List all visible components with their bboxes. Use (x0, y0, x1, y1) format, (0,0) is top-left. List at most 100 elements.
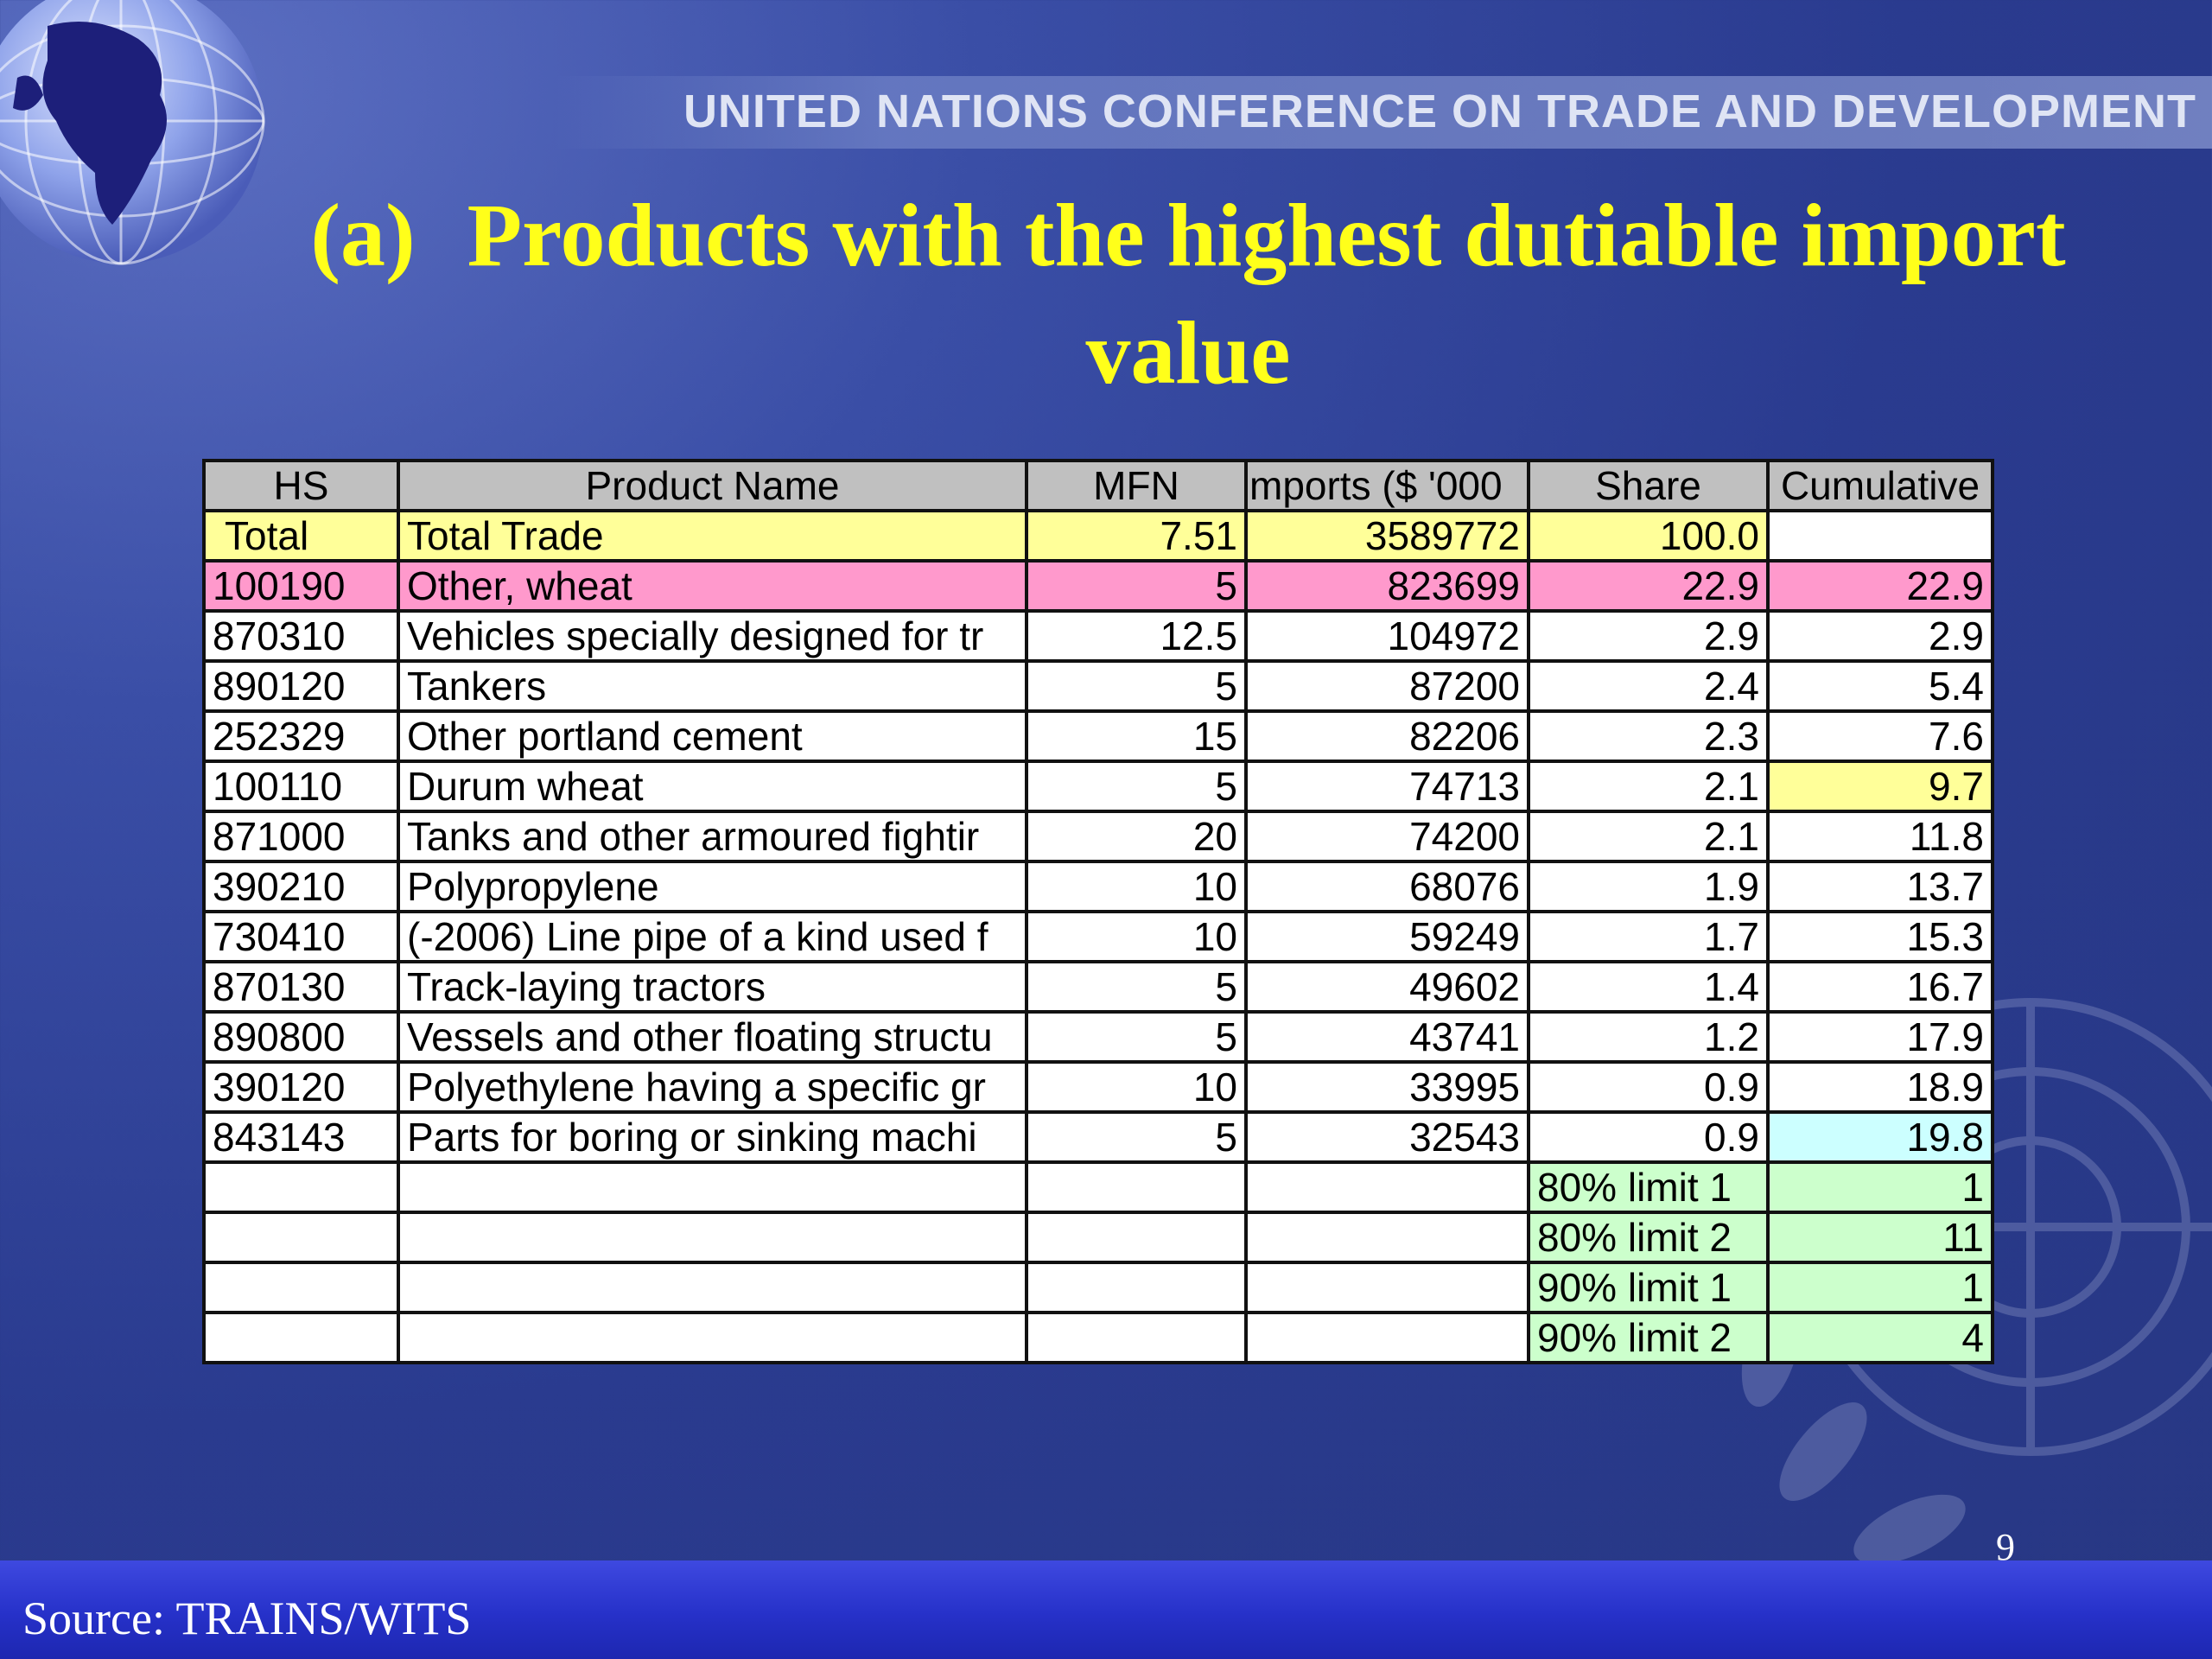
column-header-imports: mports ($ '000 (1244, 459, 1530, 512)
import-value: 59249 (1244, 910, 1530, 963)
hs-code: 100110 (202, 760, 400, 813)
share-value: 2.3 (1527, 709, 1770, 763)
total-hs: Total (202, 509, 400, 563)
footer-bar: Source: TRAINS/WITS (0, 1560, 2212, 1659)
import-value: 74713 (1244, 760, 1530, 813)
mfn-rate: 10 (1025, 910, 1248, 963)
column-header-cumulative: Cumulative (1766, 459, 1994, 512)
product-name: Parts for boring or sinking machi (397, 1110, 1028, 1164)
product-name: Durum wheat (397, 760, 1028, 813)
cumulative-value-highlight: 19.8 (1766, 1110, 1994, 1164)
hs-code: 890800 (202, 1010, 400, 1064)
cumulative-value: 5.4 (1766, 659, 1994, 713)
table-row: 871000 Tanks and other armoured fightir … (202, 810, 1994, 863)
mfn-rate: 20 (1025, 810, 1248, 863)
import-value-table: HS Product Name MFN mports ($ '000 Share… (202, 459, 1994, 1364)
mfn-rate: 5 (1025, 559, 1248, 613)
empty-cell (397, 1160, 1028, 1214)
limit-value: 1 (1766, 1160, 1994, 1214)
import-value: 74200 (1244, 810, 1530, 863)
mfn-rate: 5 (1025, 760, 1248, 813)
share-value: 2.4 (1527, 659, 1770, 713)
import-value: 82206 (1244, 709, 1530, 763)
cumulative-value: 18.9 (1766, 1060, 1994, 1114)
empty-cell (202, 1311, 400, 1364)
table-row: 100190 Other, wheat 5 823699 22.9 22.9 (202, 559, 1994, 613)
import-value: 823699 (1244, 559, 1530, 613)
column-header-hs: HS (202, 459, 400, 512)
empty-cell (1025, 1211, 1248, 1264)
share-value: 1.7 (1527, 910, 1770, 963)
title-line-2: value (1085, 303, 1291, 403)
hs-code: 870310 (202, 609, 400, 663)
product-name: Vehicles specially designed for tr (397, 609, 1028, 663)
table-row: 890800 Vessels and other floating struct… (202, 1010, 1994, 1064)
total-name: Total Trade (397, 509, 1028, 563)
share-value: 2.9 (1527, 609, 1770, 663)
column-header-share: Share (1527, 459, 1770, 512)
empty-cell (1244, 1211, 1530, 1264)
import-value: 104972 (1244, 609, 1530, 663)
hs-code: 870130 (202, 960, 400, 1014)
empty-cell (1244, 1311, 1530, 1364)
empty-cell (397, 1211, 1028, 1264)
share-value: 2.1 (1527, 810, 1770, 863)
product-name: Other, wheat (397, 559, 1028, 613)
empty-cell (1244, 1261, 1530, 1314)
table-header-row: HS Product Name MFN mports ($ '000 Share… (202, 459, 1994, 512)
limit-value: 1 (1766, 1261, 1994, 1314)
import-value: 33995 (1244, 1060, 1530, 1114)
share-value: 1.4 (1527, 960, 1770, 1014)
empty-cell (202, 1211, 400, 1264)
table-row: 390120 Polyethylene having a specific gr… (202, 1060, 1994, 1114)
page-number: 9 (1996, 1526, 2015, 1568)
cumulative-value: 17.9 (1766, 1010, 1994, 1064)
empty-cell (1025, 1261, 1248, 1314)
empty-cell (1244, 1160, 1530, 1214)
empty-cell (1025, 1311, 1248, 1364)
slide-title: (a) Products with the highest dutiable im… (130, 177, 2212, 412)
source-note: Source: TRAINS/WITS (22, 1592, 472, 1644)
table-row: 390210 Polypropylene 10 68076 1.9 13.7 (202, 860, 1994, 913)
share-value: 2.1 (1527, 760, 1770, 813)
limit-label: 90% limit 1 (1527, 1261, 1770, 1314)
share-value: 22.9 (1527, 559, 1770, 613)
product-name: Track-laying tractors (397, 960, 1028, 1014)
product-name: Tankers (397, 659, 1028, 713)
cumulative-value: 15.3 (1766, 910, 1994, 963)
cumulative-value: 13.7 (1766, 860, 1994, 913)
total-mfn: 7.51 (1025, 509, 1248, 563)
hs-code: 871000 (202, 810, 400, 863)
product-name: Polyethylene having a specific gr (397, 1060, 1028, 1114)
mfn-rate: 5 (1025, 1110, 1248, 1164)
product-name: Other portland cement (397, 709, 1028, 763)
empty-cell (202, 1261, 400, 1314)
cumulative-value: 7.6 (1766, 709, 1994, 763)
table-row: 870310 Vehicles specially designed for t… (202, 609, 1994, 663)
hs-code: 100190 (202, 559, 400, 613)
mfn-rate: 12.5 (1025, 609, 1248, 663)
column-header-mfn: MFN (1025, 459, 1248, 512)
limit-value: 4 (1766, 1311, 1994, 1364)
limit-label: 90% limit 2 (1527, 1311, 1770, 1364)
hs-code: 730410 (202, 910, 400, 963)
table-row: 890120 Tankers 5 87200 2.4 5.4 (202, 659, 1994, 713)
table-row: 100110 Durum wheat 5 74713 2.1 9.7 (202, 760, 1994, 813)
empty-cell (397, 1311, 1028, 1364)
import-value: 68076 (1244, 860, 1530, 913)
table-row: 870130 Track-laying tractors 5 49602 1.4… (202, 960, 1994, 1014)
total-imports: 3589772 (1244, 509, 1530, 563)
product-name: (-2006) Line pipe of a kind used f (397, 910, 1028, 963)
organization-name: UNITED NATIONS CONFERENCE ON TRADE AND D… (683, 86, 2196, 137)
empty-cell (202, 1160, 400, 1214)
mfn-rate: 10 (1025, 1060, 1248, 1114)
total-row: Total Total Trade 7.51 3589772 100.0 (202, 509, 1994, 563)
share-value: 1.9 (1527, 860, 1770, 913)
product-name: Vessels and other floating structu (397, 1010, 1028, 1064)
mfn-rate: 5 (1025, 960, 1248, 1014)
hs-code: 843143 (202, 1110, 400, 1164)
product-name: Tanks and other armoured fightir (397, 810, 1028, 863)
table-row: 252329 Other portland cement 15 82206 2.… (202, 709, 1994, 763)
hs-code: 252329 (202, 709, 400, 763)
limit-label: 80% limit 2 (1527, 1211, 1770, 1264)
